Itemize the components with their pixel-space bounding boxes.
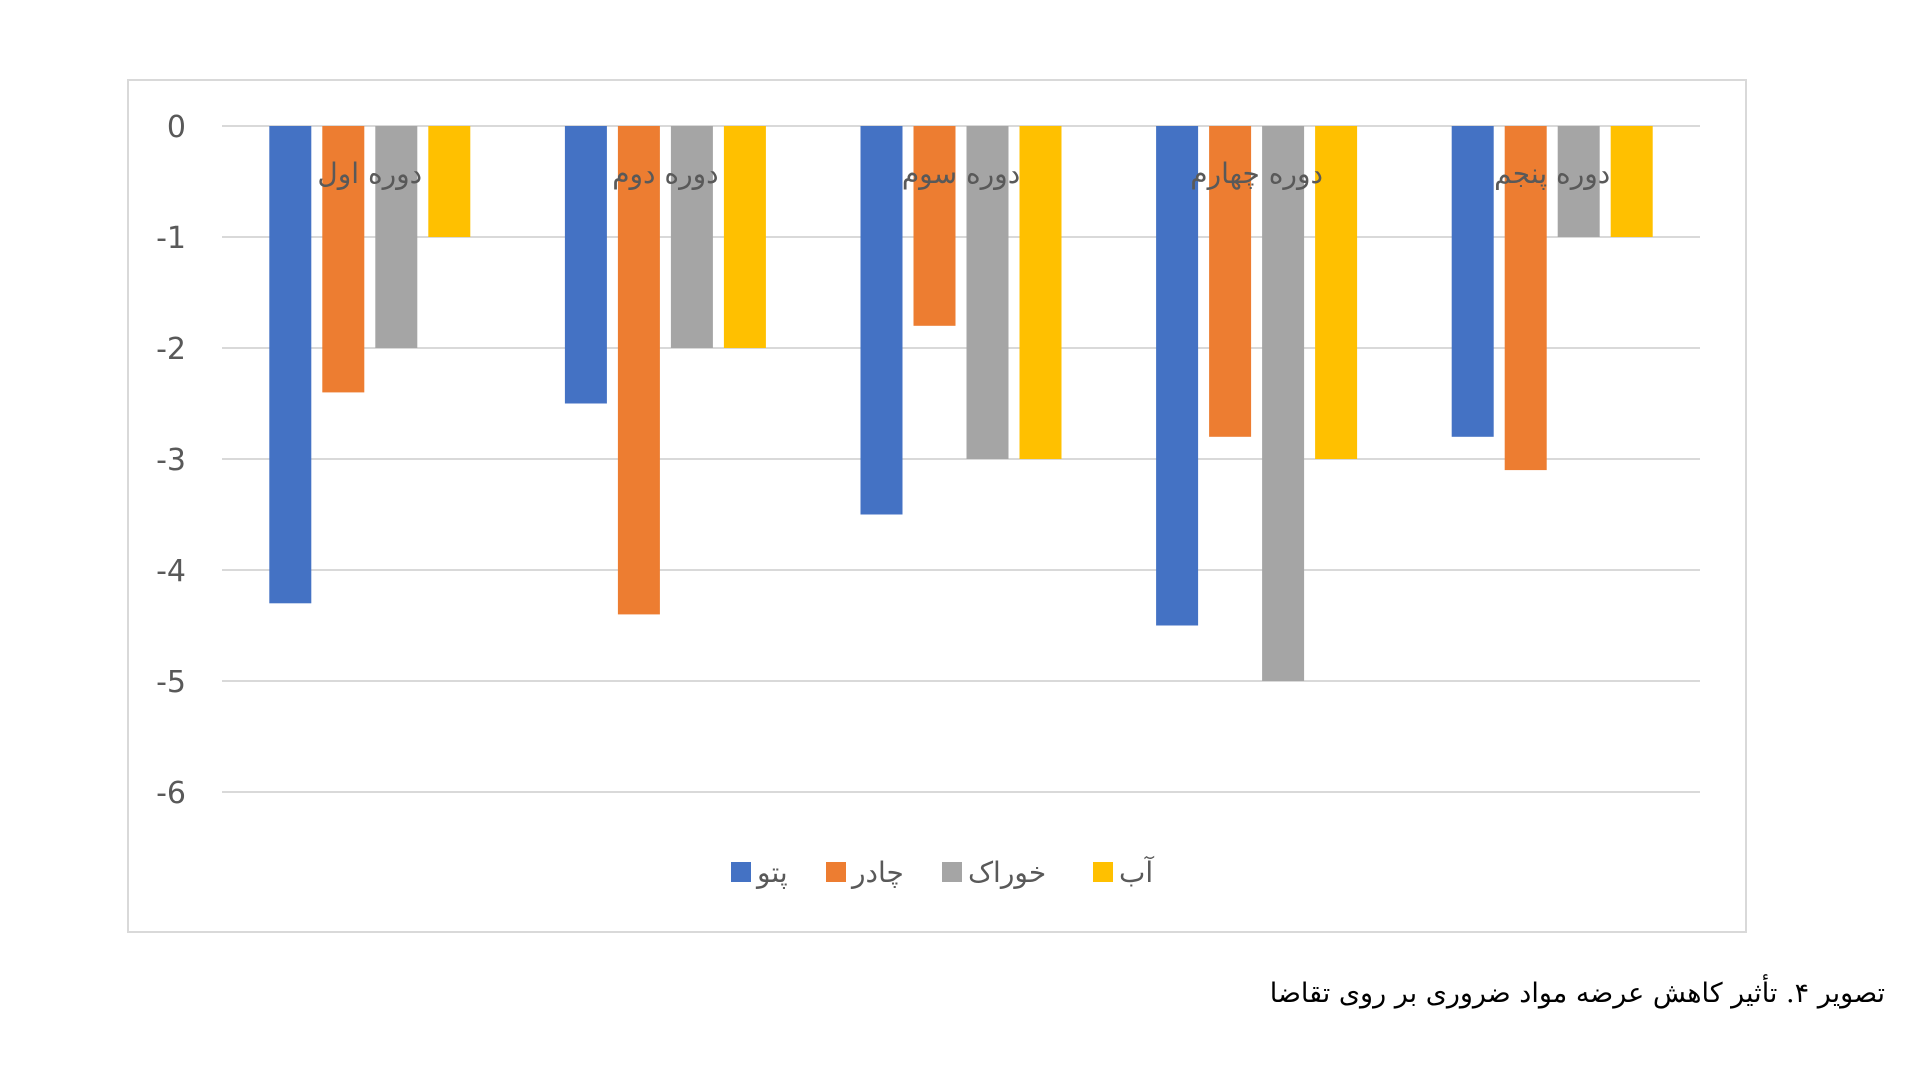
bar-1-4 bbox=[1504, 126, 1547, 471]
bar-2-0 bbox=[375, 126, 418, 348]
bar-2-4 bbox=[1557, 126, 1600, 237]
bar-3-0 bbox=[428, 126, 471, 237]
bar-3-4 bbox=[1610, 126, 1653, 237]
bar-0-0 bbox=[269, 126, 312, 604]
y-tick-label: -6 bbox=[156, 776, 186, 811]
legend-swatch-2 bbox=[942, 862, 962, 882]
bar-3-2 bbox=[1019, 126, 1062, 459]
category-label: دوره اول bbox=[317, 157, 422, 190]
legend-swatch-3 bbox=[1093, 862, 1113, 882]
legend-swatch-1 bbox=[826, 862, 846, 882]
bar-0-1 bbox=[564, 126, 607, 404]
y-tick-label: -3 bbox=[156, 443, 186, 478]
category-label: دوره چهارم bbox=[1190, 157, 1323, 190]
bar-1-2 bbox=[913, 126, 956, 326]
category-label: دوره پنجم bbox=[1494, 157, 1610, 190]
y-tick-label: -5 bbox=[156, 665, 186, 700]
bar-3-1 bbox=[723, 126, 766, 348]
bar-0-3 bbox=[1156, 126, 1199, 626]
bar-2-1 bbox=[670, 126, 713, 348]
legend-swatch-0 bbox=[731, 862, 751, 882]
bar-1-3 bbox=[1209, 126, 1252, 437]
y-tick-label: -2 bbox=[156, 332, 186, 367]
legend-label-0: پتو bbox=[755, 856, 788, 889]
bar-1-1 bbox=[617, 126, 660, 615]
y-tick-label: -1 bbox=[156, 221, 186, 256]
bar-0-4 bbox=[1451, 126, 1494, 437]
y-tick-label: 0 bbox=[167, 110, 186, 145]
legend-label-3: آب bbox=[1119, 856, 1154, 889]
category-label: دوره دوم bbox=[612, 157, 718, 190]
figure-caption: تصویر ۴. تأثیر کاهش عرضه مواد ضروری بر ر… bbox=[1269, 978, 1885, 1009]
bar-2-2 bbox=[966, 126, 1009, 459]
bar-2-3 bbox=[1262, 126, 1305, 681]
category-label: دوره سوم bbox=[902, 157, 1020, 190]
legend-label-1: چادر bbox=[850, 856, 904, 889]
bar-0-2 bbox=[860, 126, 903, 515]
legend-label-2: خوراک bbox=[968, 856, 1046, 889]
bar-3-3 bbox=[1315, 126, 1358, 459]
bar-1-0 bbox=[322, 126, 365, 393]
y-tick-label: -4 bbox=[156, 554, 186, 589]
